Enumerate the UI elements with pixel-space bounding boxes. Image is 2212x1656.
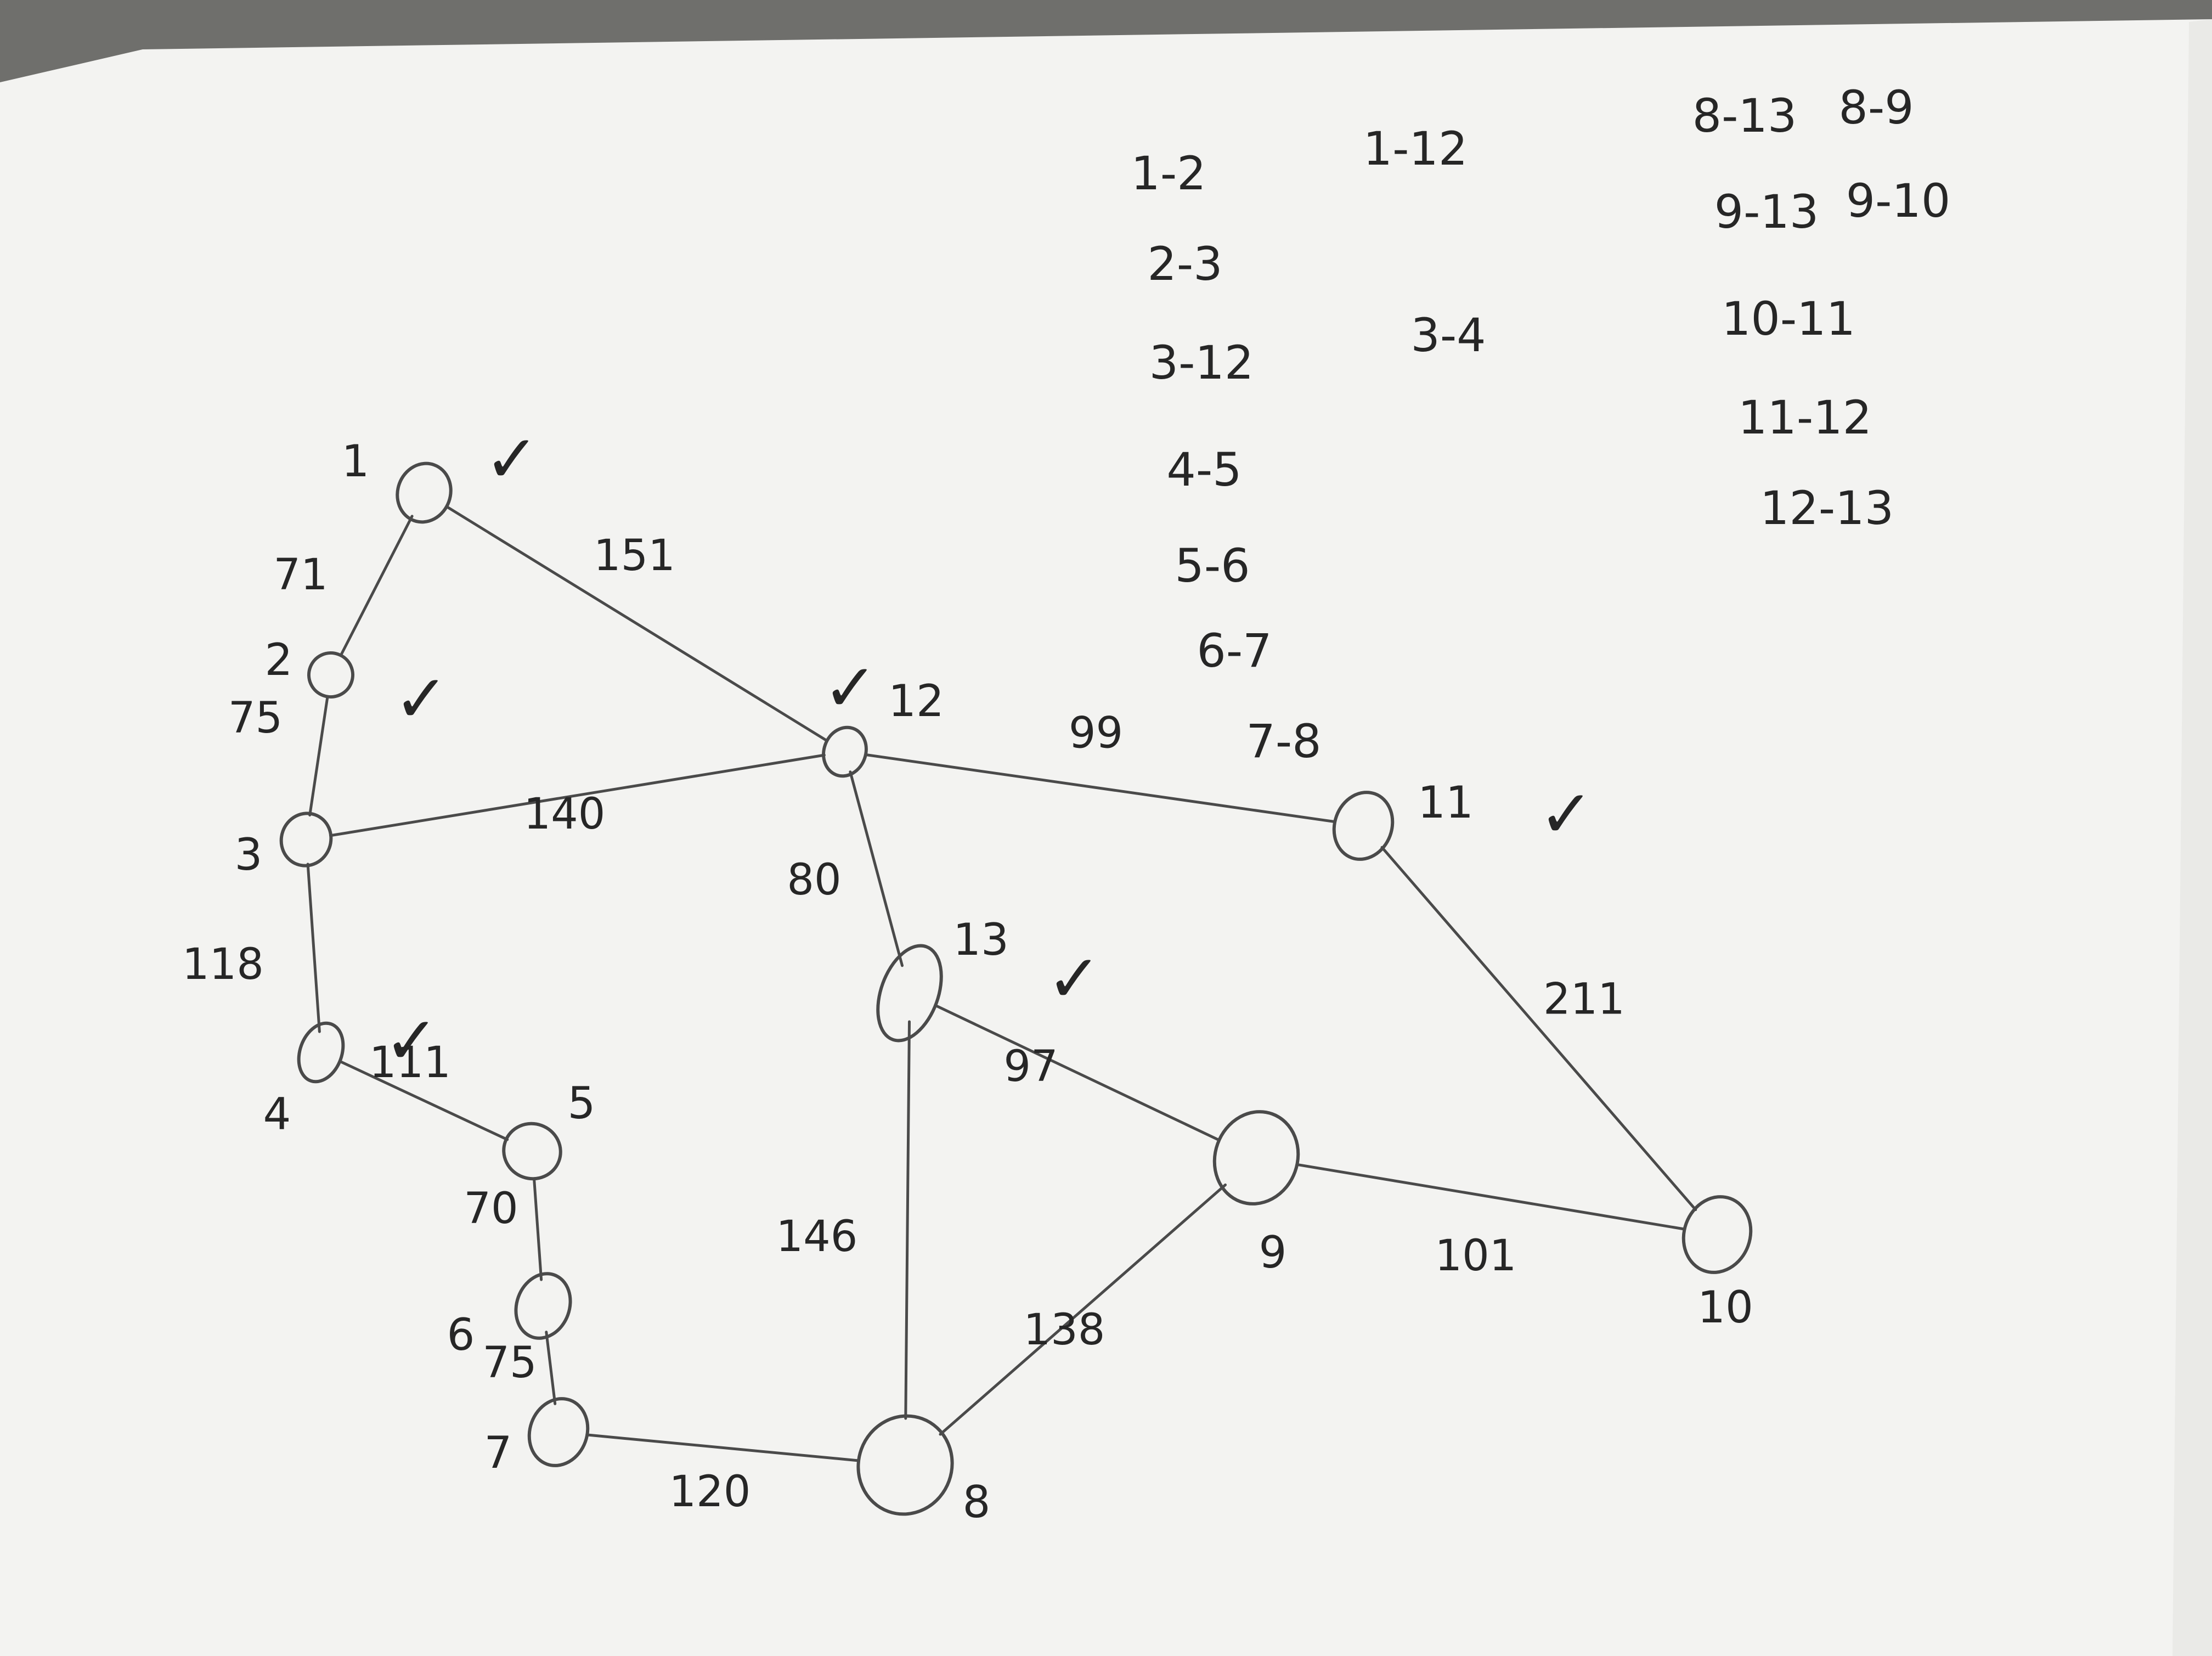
edge-5-6 xyxy=(533,1177,543,1281)
edge-3-12 xyxy=(329,753,826,837)
edge-list-item: 6-7 xyxy=(1197,624,1272,678)
node-11: 11 ✓ xyxy=(1332,776,1594,861)
node-circle xyxy=(1681,1195,1753,1274)
edge-list-item: 9-10 xyxy=(1846,174,1951,228)
node-circle xyxy=(502,1122,562,1181)
node-label: 4 xyxy=(263,1089,291,1140)
edge-list-item: 3-12 xyxy=(1149,336,1254,390)
edge-list-item: 8-13 xyxy=(1692,89,1797,143)
node-label: 2 xyxy=(265,634,293,685)
edge-weight-1-2: 71 xyxy=(273,550,328,600)
edge-list-item: 11-12 xyxy=(1738,391,1872,444)
edge-list-item: 4-5 xyxy=(1166,443,1242,497)
edge-1-12 xyxy=(445,505,829,742)
edge-list-item: 7-8 xyxy=(1246,714,1321,768)
node-label: 10 xyxy=(1697,1282,1753,1333)
node-circle xyxy=(279,812,333,868)
node-10: 10 xyxy=(1681,1195,1753,1333)
edge-1-2 xyxy=(339,515,414,657)
node-label: 11 xyxy=(1418,777,1474,828)
node-circle xyxy=(527,1397,590,1467)
check-mark-icon: ✓ xyxy=(384,1003,439,1079)
edge-list-item: 9-13 xyxy=(1714,185,1819,239)
paper-sheet xyxy=(0,19,2212,1656)
edge-3-4 xyxy=(306,863,321,1033)
edges-layer: 71 15175140118111707512014613897101211998… xyxy=(182,505,1697,1517)
edge-2-3 xyxy=(308,695,329,816)
check-mark-icon: ✓ xyxy=(394,661,449,737)
edge-list-item: 1-12 xyxy=(1363,122,1468,176)
node-1: 1 ✓ xyxy=(342,421,540,524)
node-label: 6 xyxy=(447,1309,475,1360)
node-label: 12 xyxy=(888,675,944,726)
node-circle xyxy=(1212,1110,1300,1206)
node-5: 5 xyxy=(502,1078,596,1181)
edge-weight-5-6: 70 xyxy=(464,1184,518,1233)
edge-10-11 xyxy=(1380,846,1697,1212)
paper-shadow xyxy=(2172,19,2212,1656)
edge-list-item: 8-9 xyxy=(1838,81,1914,134)
check-mark-icon: ✓ xyxy=(1539,776,1594,853)
node-circle xyxy=(1332,791,1395,861)
node-7: 7 xyxy=(484,1397,590,1478)
node-9: 9 xyxy=(1212,1110,1300,1278)
edge-weight-11-12: 99 xyxy=(1069,709,1123,758)
node-circle xyxy=(307,651,354,699)
edge-weight-3-4: 118 xyxy=(182,940,264,989)
node-label: 3 xyxy=(235,829,263,880)
node-label: 5 xyxy=(568,1078,596,1129)
node-label: 1 xyxy=(342,436,370,487)
edge-weight-2-3: 75 xyxy=(228,694,283,743)
edge-list-item: 1-2 xyxy=(1131,147,1206,200)
node-8: 8 xyxy=(856,1414,991,1528)
node-13: 13 ✓ xyxy=(876,914,1102,1043)
edge-list-item: 2-3 xyxy=(1147,237,1222,291)
edge-weight-7-8: 120 xyxy=(669,1467,751,1517)
node-label: 9 xyxy=(1259,1227,1287,1278)
node-label: 8 xyxy=(963,1477,991,1528)
edge-list-item: 3-4 xyxy=(1410,308,1486,362)
edge-weight-8-9: 138 xyxy=(1024,1305,1105,1355)
edge-7-8 xyxy=(585,1433,860,1462)
edge-weight-6-7: 75 xyxy=(482,1338,537,1388)
node-label: 13 xyxy=(953,914,1009,965)
node-label: 7 xyxy=(484,1427,512,1478)
edge-8-9 xyxy=(939,1183,1227,1436)
node-3: 3 xyxy=(235,812,333,880)
edge-12-13 xyxy=(849,770,904,967)
check-mark-icon: ✓ xyxy=(823,650,878,726)
edge-weight-3-12: 140 xyxy=(524,790,606,839)
node-circle xyxy=(396,461,453,524)
edge-list-item: 10-11 xyxy=(1722,292,1855,346)
edge-8-13 xyxy=(904,1020,911,1420)
node-2: 2✓ xyxy=(265,634,449,737)
edge-6-7 xyxy=(545,1331,557,1405)
edge-4-5 xyxy=(338,1060,509,1141)
node-circle xyxy=(876,944,943,1043)
edge-weight-12-13: 80 xyxy=(787,855,841,905)
check-mark-icon: ✓ xyxy=(1047,941,1102,1017)
edge-9-10 xyxy=(1295,1163,1686,1231)
edge-weight-9-13: 97 xyxy=(1003,1042,1058,1091)
node-4: 4✓ xyxy=(263,1003,439,1140)
edge-weight-10-11: 211 xyxy=(1543,975,1625,1024)
edge-weight-1-12: 151 xyxy=(594,531,675,581)
edge-11-12 xyxy=(864,753,1337,824)
node-circle xyxy=(822,725,868,778)
edge-list-item: 5-6 xyxy=(1175,539,1250,593)
edge-list-item: 12-13 xyxy=(1760,481,1894,535)
edge-weight-4-5: 111 xyxy=(369,1038,451,1088)
edge-weight-9-10: 101 xyxy=(1435,1231,1517,1281)
check-mark-icon: ✓ xyxy=(484,421,540,498)
node-circle xyxy=(297,1021,345,1084)
edge-9-13 xyxy=(934,1004,1221,1142)
node-circle xyxy=(856,1414,954,1516)
node-circle xyxy=(514,1272,572,1340)
node-12: 12✓ xyxy=(822,650,944,778)
node-6: 6 xyxy=(447,1272,572,1360)
edge-weight-8-13: 146 xyxy=(776,1212,858,1261)
edge-list-notes: 1-2 1-12 2-3 3-12 3-4 4-5 5-6 6-7 7-8 8-13 8-9 9-13… xyxy=(1131,81,1950,768)
